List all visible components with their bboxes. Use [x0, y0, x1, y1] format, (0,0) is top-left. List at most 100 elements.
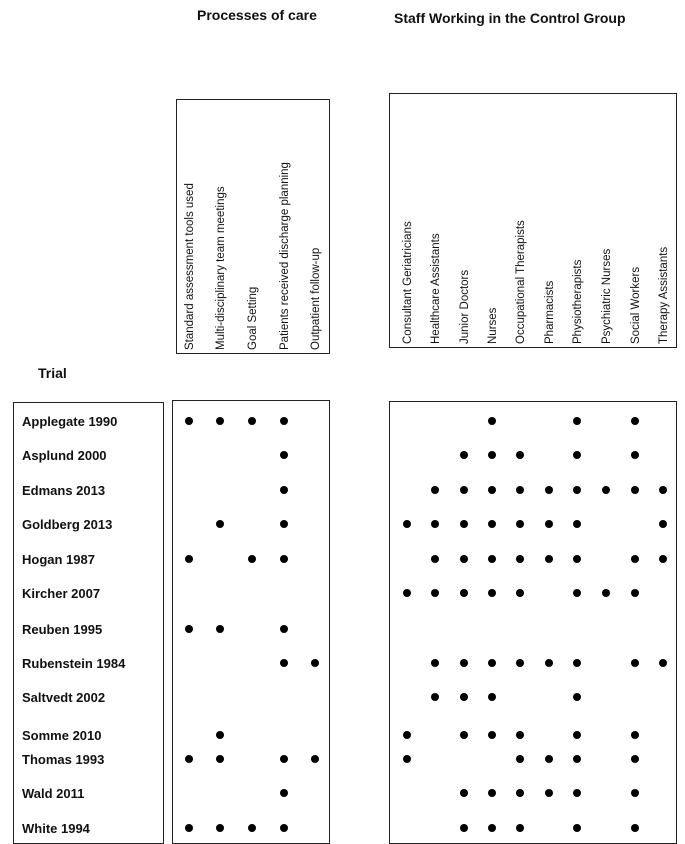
process-dot	[280, 789, 288, 797]
process-column-label-patients-received-discharge-planning: Patients received discharge planning	[279, 162, 291, 350]
staff-dots	[403, 417, 667, 832]
process-dot	[248, 417, 256, 425]
staff-column-label-nurses: Nurses	[487, 307, 499, 344]
staff-dot	[516, 520, 524, 528]
staff-dot	[460, 789, 468, 797]
staff-dot	[545, 486, 553, 494]
staff-dot	[488, 520, 496, 528]
staff-dot	[631, 789, 639, 797]
staff-dot	[488, 731, 496, 739]
staff-dot	[545, 555, 553, 563]
process-dot	[216, 731, 224, 739]
trial-row-label: White 1994	[22, 821, 91, 836]
staff-dot	[573, 555, 581, 563]
staff-dot	[545, 520, 553, 528]
processes-of-care-title: Processes of care	[197, 7, 317, 23]
staff-dot	[516, 451, 524, 459]
process-dot	[185, 555, 193, 563]
staff-dot	[602, 589, 610, 597]
staff-column-label-social-workers: Social Workers	[630, 267, 642, 344]
staff-dot	[631, 486, 639, 494]
trial-row-label: Saltvedt 2002	[22, 690, 105, 705]
process-dot	[280, 625, 288, 633]
staff-dot	[573, 693, 581, 701]
process-dot	[280, 520, 288, 528]
staff-dot	[488, 451, 496, 459]
staff-dot	[460, 451, 468, 459]
staff-dot	[460, 555, 468, 563]
trial-row-label: Reuben 1995	[22, 622, 102, 637]
process-dot	[216, 755, 224, 763]
process-dot	[280, 417, 288, 425]
trial-row-labels: Applegate 1990 Asplund 2000 Edmans 2013 Gol…	[22, 414, 126, 836]
trial-row-label: Hogan 1987	[22, 552, 95, 567]
staff-dot	[631, 659, 639, 667]
staff-dot	[403, 755, 411, 763]
processes-dots	[185, 417, 319, 832]
staff-dot	[631, 589, 639, 597]
process-dot	[216, 520, 224, 528]
staff-dot	[573, 755, 581, 763]
staff-column-label-junior-doctors: Junior Doctors	[459, 270, 471, 344]
staff-dot	[545, 659, 553, 667]
process-dot	[311, 659, 319, 667]
staff-dot	[403, 731, 411, 739]
staff-column-label-occupational-therapists: Occupational Therapists	[515, 220, 527, 344]
staff-dot	[659, 659, 667, 667]
staff-dot	[631, 417, 639, 425]
staff-dot	[573, 731, 581, 739]
process-dot	[248, 824, 256, 832]
staff-dot	[403, 520, 411, 528]
process-dot	[280, 451, 288, 459]
trial-row-label: Edmans 2013	[22, 483, 105, 498]
trial-row-label: Thomas 1993	[22, 752, 104, 767]
staff-dot	[573, 520, 581, 528]
staff-column-label-pharmacists: Pharmacists	[544, 280, 556, 344]
trial-axis-label: Trial	[38, 365, 67, 381]
staff-dot	[516, 659, 524, 667]
staff-dot	[573, 417, 581, 425]
process-dot	[280, 755, 288, 763]
staff-column-label-physiotherapists: Physiotherapists	[572, 259, 584, 344]
staff-column-label-psychiatric-nurses: Psychiatric Nurses	[601, 249, 613, 344]
staff-dot	[545, 789, 553, 797]
staff-dot	[460, 589, 468, 597]
staff-column-label-therapy-assistants: Therapy Assistants	[658, 247, 670, 344]
staff-dot	[573, 451, 581, 459]
process-dot	[248, 555, 256, 563]
staff-dot	[573, 824, 581, 832]
processes-column-labels: Standard assessment tools used Multi-disc…	[184, 162, 322, 350]
staff-dot	[460, 486, 468, 494]
staff-column-labels: Consultant Geriatricians Healthcare Assis…	[402, 220, 670, 344]
staff-dot	[631, 755, 639, 763]
staff-dot	[488, 486, 496, 494]
staff-dot	[460, 824, 468, 832]
process-dot	[185, 417, 193, 425]
staff-dot	[573, 486, 581, 494]
staff-dot	[460, 693, 468, 701]
staff-dot	[516, 555, 524, 563]
staff-dot	[460, 520, 468, 528]
staff-dot	[631, 731, 639, 739]
staff-dot	[488, 659, 496, 667]
process-dot	[185, 755, 193, 763]
staff-column-label-consultant-geriatricians: Consultant Geriatricians	[402, 221, 414, 344]
staff-dot	[488, 555, 496, 563]
staff-column-label-healthcare-assistants: Healthcare Assistants	[430, 233, 442, 344]
staff-dot	[488, 824, 496, 832]
process-dot	[280, 824, 288, 832]
staff-dot	[431, 486, 439, 494]
staff-dot	[488, 693, 496, 701]
staff-dot	[516, 731, 524, 739]
process-dot	[216, 625, 224, 633]
staff-dot	[631, 451, 639, 459]
trial-row-label: Applegate 1990	[22, 414, 117, 429]
trial-row-label: Asplund 2000	[22, 448, 107, 463]
staff-dot	[460, 731, 468, 739]
process-column-label-standard-assessment-tools-used: Standard assessment tools used	[184, 183, 196, 350]
staff-dot	[573, 789, 581, 797]
trial-row-label: Rubenstein 1984	[22, 656, 126, 671]
staff-dot	[659, 486, 667, 494]
staff-header-box	[389, 93, 677, 348]
processes-dots-box	[172, 400, 330, 844]
